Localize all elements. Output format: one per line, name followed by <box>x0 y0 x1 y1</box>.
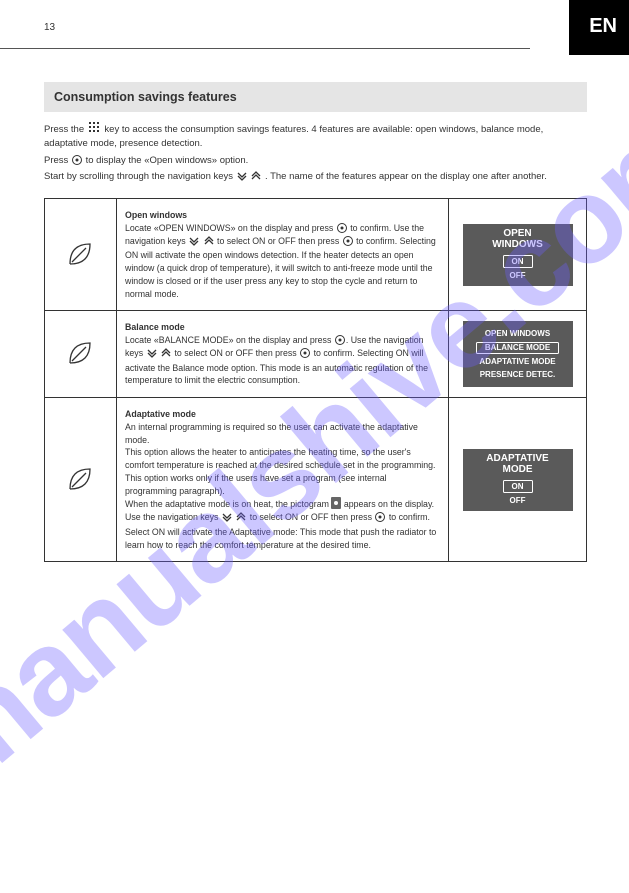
feature-display-cell: ADAPTATIVEMODE ON OFF <box>449 398 587 562</box>
main-content: Consumption savings features Press the k… <box>44 82 587 562</box>
features-table: Open windows Locate «OPEN WINDOWS» on th… <box>44 198 587 562</box>
display-balance-menu: OPEN WINDOWS BALANCE MODE ADAPTATIVE MOD… <box>463 321 573 386</box>
language-tag: EN <box>589 15 617 38</box>
feature-description: Adaptative mode An internal programming … <box>117 398 449 562</box>
ok-icon <box>337 223 347 233</box>
leaf-icon <box>64 461 98 495</box>
nav-up-icon <box>204 236 214 250</box>
nav-down-icon <box>237 171 247 186</box>
ok-icon <box>343 236 353 246</box>
feature-icon-cell <box>45 398 117 562</box>
feature-description: Balance mode Locate «BALANCE MODE» on th… <box>117 311 449 398</box>
table-row: Balance mode Locate «BALANCE MODE» on th… <box>45 311 587 398</box>
nav-up-icon <box>161 348 171 362</box>
page-number: 13 <box>44 22 55 33</box>
leaf-icon <box>64 335 98 369</box>
intro-text: Press the key to access the consumption … <box>44 122 587 186</box>
ok-icon <box>300 348 310 358</box>
section-title: Consumption savings features <box>44 82 587 112</box>
display-open-windows: OPENWINDOWS ON OFF <box>463 224 573 286</box>
feature-icon-cell <box>45 199 117 311</box>
leaf-icon <box>64 236 98 270</box>
table-row: Adaptative mode An internal programming … <box>45 398 587 562</box>
menu-icon <box>89 122 100 133</box>
feature-display-cell: OPENWINDOWS ON OFF <box>449 199 587 311</box>
feature-display-cell: OPEN WINDOWS BALANCE MODE ADAPTATIVE MOD… <box>449 311 587 398</box>
feature-description: Open windows Locate «OPEN WINDOWS» on th… <box>117 199 449 311</box>
launch-icon <box>331 497 341 509</box>
nav-up-icon <box>236 512 246 526</box>
ok-icon <box>335 335 345 345</box>
nav-up-icon <box>251 171 261 186</box>
ok-icon <box>72 155 82 165</box>
nav-down-icon <box>147 348 157 362</box>
display-adaptative-mode: ADAPTATIVEMODE ON OFF <box>463 449 573 511</box>
ok-icon <box>375 512 385 522</box>
table-row: Open windows Locate «OPEN WINDOWS» on th… <box>45 199 587 311</box>
feature-icon-cell <box>45 311 117 398</box>
nav-down-icon <box>222 512 232 526</box>
header-rule <box>0 48 530 49</box>
nav-down-icon <box>189 236 199 250</box>
